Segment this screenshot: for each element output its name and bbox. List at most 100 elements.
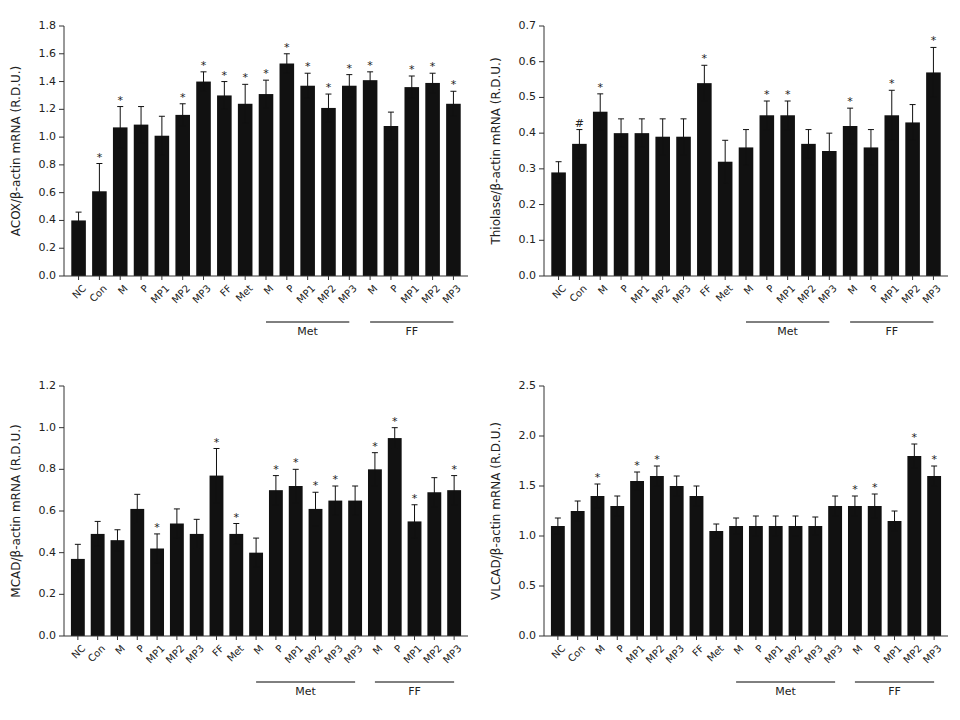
bar	[926, 72, 941, 276]
bar	[321, 108, 336, 276]
x-tick-label: MP3	[921, 643, 944, 666]
bar	[593, 112, 608, 276]
y-tick-label: 0.0	[519, 269, 537, 282]
bar	[610, 506, 624, 636]
x-tick	[850, 276, 851, 280]
y-tick	[539, 386, 544, 387]
x-tick-label: MP3	[190, 283, 213, 306]
x-tick-label: Con	[87, 283, 109, 305]
error-bar	[805, 130, 811, 159]
x-tick-label: MP3	[822, 643, 845, 666]
error-bar	[713, 524, 719, 538]
x-tick-label: MP3	[441, 643, 464, 666]
x-tick	[411, 276, 412, 280]
x-tick-label: MP1	[401, 643, 424, 666]
x-tick-label: M	[732, 643, 746, 657]
x-tick-label: MP1	[881, 643, 904, 666]
x-tick	[355, 636, 356, 640]
significance-marker: *	[702, 52, 708, 65]
x-tick	[597, 636, 598, 640]
error-bar	[618, 119, 624, 148]
significance-marker: *	[654, 453, 660, 466]
significance-marker: *	[326, 81, 332, 94]
error-bar	[733, 518, 739, 534]
bars	[71, 428, 461, 636]
x-tick	[275, 636, 276, 640]
y-tick-label: 1.5	[519, 479, 537, 492]
x-tick-label: P	[273, 643, 285, 655]
x-tick	[335, 636, 336, 640]
y-tick-label: 1.0	[39, 421, 57, 434]
bar	[828, 506, 842, 636]
significance-marker: *	[634, 459, 640, 472]
significance-marker: *	[305, 60, 311, 73]
x-tick-label: MP3	[802, 643, 825, 666]
x-tick	[736, 636, 737, 640]
x-tick-label: MP1	[144, 643, 167, 666]
x-tick	[894, 636, 895, 640]
error-bar	[138, 107, 144, 143]
x-tick-label: P	[388, 283, 400, 295]
bar	[676, 137, 691, 276]
significance-marker: *	[263, 67, 269, 80]
y-axis-label: Thiolase/β-actin mRNA (R.D.U.)	[489, 57, 503, 245]
x-tick	[934, 636, 935, 640]
x-tick	[434, 636, 435, 640]
y-tick	[539, 97, 544, 98]
y-tick-label: 1.0	[519, 529, 537, 542]
significance-marker: *	[847, 95, 853, 108]
x-tick	[577, 636, 578, 640]
error-bar	[931, 466, 937, 486]
x-tick-label: NC	[550, 283, 568, 301]
x-tick-label: MP1	[629, 283, 652, 306]
y-tick	[539, 536, 544, 537]
x-tick	[245, 276, 246, 280]
x-tick-label: P	[753, 643, 765, 655]
y-tick	[59, 164, 64, 165]
y-tick	[539, 586, 544, 587]
x-tick	[370, 276, 371, 280]
error-bar	[194, 519, 200, 548]
bar	[300, 86, 315, 276]
y-tick	[539, 204, 544, 205]
x-tick-label: MP2	[164, 643, 187, 666]
error-bar	[242, 84, 248, 123]
significance-marker: *	[347, 62, 353, 75]
y-tick	[539, 240, 544, 241]
x-tick	[870, 276, 871, 280]
y-tick-label: 1.0	[39, 130, 57, 143]
y-tick	[539, 486, 544, 487]
y-tick-label: 0.2	[39, 587, 57, 600]
x-tick-label: M	[366, 283, 380, 297]
x-tick-label: M	[593, 643, 607, 657]
bar	[388, 438, 402, 636]
y-tick	[59, 26, 64, 27]
x-tick	[224, 276, 225, 280]
y-tick	[59, 511, 64, 512]
y-axis-label: ACOX/β-actin mRNA (R.D.U.)	[9, 66, 23, 236]
x-tick	[315, 636, 316, 640]
bar	[769, 526, 783, 636]
x-tick-label: P	[764, 283, 776, 295]
x-tick-label: M	[252, 643, 266, 657]
bar	[864, 147, 879, 276]
y-tick	[59, 81, 64, 82]
bar	[927, 476, 941, 636]
bar	[408, 521, 422, 636]
group-label: Met	[775, 685, 796, 698]
error-bar	[201, 72, 207, 91]
error-bar	[180, 104, 186, 126]
error-bar	[634, 472, 640, 490]
x-tick-label: M	[851, 643, 865, 657]
x-tick	[891, 276, 892, 280]
y-tick-label: 0.2	[39, 241, 57, 254]
bar	[363, 80, 378, 276]
y-tick-label: 0.0	[39, 269, 57, 282]
x-tick	[775, 636, 776, 640]
error-bar	[872, 494, 878, 518]
error-bar	[134, 494, 140, 523]
bar	[690, 496, 704, 636]
x-tick-label: MP2	[901, 643, 924, 666]
panel: 0.00.20.40.60.81.01.21.41.61.8ACOX/β-act…	[9, 19, 469, 338]
error-bar	[253, 538, 259, 567]
